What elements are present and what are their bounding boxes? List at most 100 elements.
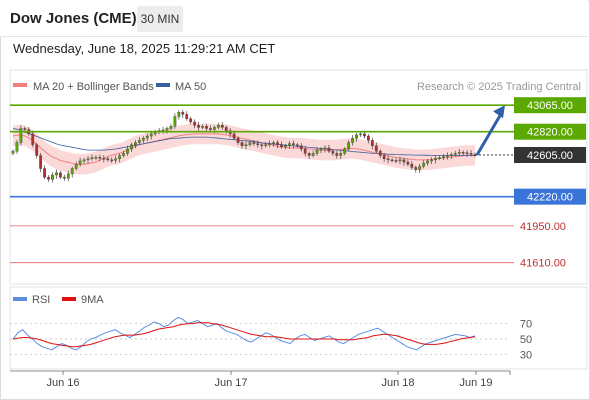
- candle-body: [240, 142, 244, 146]
- legend-label-ma20: MA 20 + Bollinger Bands: [33, 81, 154, 93]
- candle-body: [382, 155, 386, 159]
- candle-body: [197, 125, 200, 128]
- candle-body: [122, 153, 125, 156]
- candle-body: [323, 147, 327, 150]
- candle-body: [367, 135, 370, 141]
- candle-body: [43, 168, 46, 178]
- candle-body: [236, 138, 240, 143]
- candle-body: [173, 116, 177, 127]
- candle-body: [110, 159, 114, 162]
- legend-swatch-ma50: [156, 83, 170, 87]
- candle-body: [402, 159, 406, 163]
- x-tick-label: Jun 19: [459, 377, 492, 389]
- candle-body: [165, 128, 169, 131]
- candle-body: [70, 168, 74, 175]
- candle-body: [78, 160, 82, 165]
- candle-body: [256, 143, 260, 145]
- candle-body: [209, 128, 212, 130]
- legend-swatch-9ma: [62, 297, 76, 301]
- candle-body: [264, 144, 268, 146]
- legend-swatch-ma20: [13, 83, 27, 87]
- rsi-tick-label: 30: [520, 349, 532, 361]
- candle-body: [355, 134, 358, 139]
- candle-body: [86, 158, 90, 161]
- forecast-arrow: [475, 111, 504, 156]
- candle-body: [370, 140, 374, 146]
- candle-body: [351, 138, 354, 143]
- candle-body: [74, 163, 78, 169]
- candle-body: [224, 127, 228, 131]
- candle-body: [438, 157, 441, 159]
- candle-body: [434, 158, 437, 161]
- candle-body: [307, 153, 311, 156]
- candle-body: [299, 145, 303, 150]
- rsi-line: [12, 316, 476, 351]
- candle-body: [390, 159, 394, 162]
- candle-body: [378, 150, 382, 156]
- candle-body: [449, 154, 453, 156]
- candle-body: [343, 148, 347, 154]
- rsi-9ma-line: [12, 322, 476, 348]
- candle-body: [126, 148, 129, 154]
- candle-body: [15, 142, 19, 152]
- candle-body: [426, 160, 429, 164]
- candle-body: [280, 144, 283, 148]
- candle-body: [284, 145, 287, 148]
- candle-body: [398, 159, 402, 162]
- candle-body: [303, 148, 307, 154]
- chart-header: Dow Jones (CME) 30 MIN: [0, 0, 588, 37]
- candle-body: [461, 152, 465, 154]
- candle-body: [130, 144, 133, 150]
- ma50-line: [12, 128, 475, 156]
- candle-body: [331, 150, 335, 154]
- candle-body: [94, 156, 98, 159]
- candle-body: [55, 172, 58, 176]
- candle-body: [260, 144, 264, 146]
- forecast-arrowhead: [493, 105, 505, 119]
- candle-body: [248, 142, 252, 145]
- candle-body: [149, 133, 153, 137]
- candle-body: [66, 173, 70, 179]
- legend-label-rsi: RSI: [32, 294, 50, 306]
- candle-body: [90, 157, 94, 159]
- candle-body: [134, 142, 137, 145]
- ma20-line: [12, 133, 475, 165]
- candle-body: [177, 112, 181, 117]
- candle-body: [145, 135, 149, 139]
- candle-body: [189, 118, 193, 123]
- chart-datetime: Wednesday, June 18, 2025 11:29:21 AM CET: [13, 41, 276, 56]
- rsi-panel-border: [9, 286, 588, 370]
- candle-body: [347, 142, 351, 150]
- candle-body: [268, 143, 272, 145]
- candle-body: [295, 144, 299, 146]
- candle-body: [410, 163, 414, 168]
- candle-body: [47, 176, 50, 180]
- candle-body: [244, 144, 248, 146]
- level-label: 42220.00: [527, 192, 573, 204]
- bollinger-band: [13, 123, 475, 175]
- legend-label-ma50: MA 50: [175, 81, 206, 93]
- candle-body: [31, 133, 35, 145]
- candle-body: [359, 133, 362, 136]
- rsi-tick-label: 70: [520, 319, 532, 331]
- candle-body: [51, 174, 54, 180]
- candle-body: [59, 172, 62, 178]
- candle-body: [193, 121, 197, 126]
- candle-body: [291, 143, 295, 145]
- candle-body: [469, 153, 473, 155]
- level-label: 42820.00: [527, 127, 573, 139]
- x-tick-label: Jun 18: [381, 377, 414, 389]
- candle-body: [339, 153, 343, 156]
- level-tag: [514, 146, 586, 163]
- candle-body: [232, 133, 236, 139]
- level-tag: [514, 123, 586, 140]
- candle-body: [220, 125, 224, 128]
- candle-body: [212, 127, 216, 130]
- candle-body: [394, 160, 398, 162]
- candle-body: [418, 166, 422, 170]
- candle-body: [141, 138, 145, 141]
- rsi-tick-label: 50: [520, 334, 532, 346]
- timeframe-button[interactable]: 30 MIN: [137, 6, 183, 32]
- level-label: 43065.00: [527, 100, 573, 112]
